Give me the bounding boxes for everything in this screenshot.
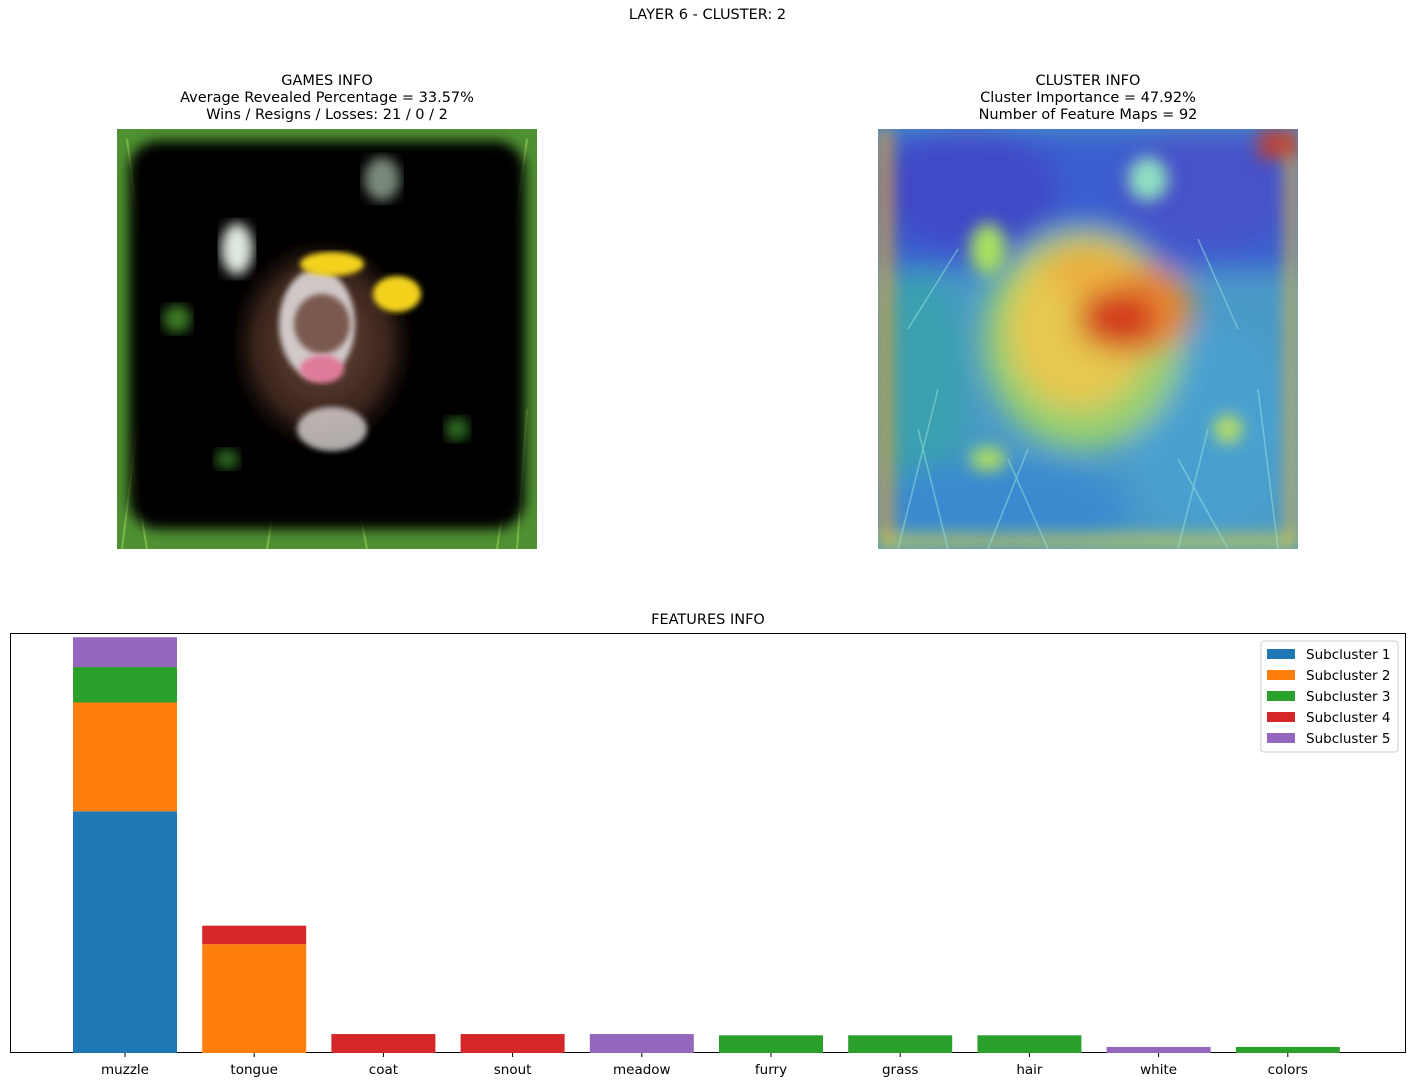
wins-resigns-losses: Wins / Resigns / Losses: 21 / 0 / 2: [206, 107, 448, 123]
x-axis-ticks: muzzle tongue coat snout meadow furry grass hai…: [101, 1053, 1308, 1078]
bar-hair-subcluster-3: [977, 1035, 1082, 1053]
legend-swatch-subcluster-3: [1267, 691, 1295, 701]
bar-coat-subcluster-4: [331, 1034, 436, 1053]
bar-muzzle-subcluster-3: [73, 667, 177, 703]
bar-meadow-subcluster-5: [589, 1034, 694, 1053]
x-tick-label-grass: grass: [882, 1062, 918, 1078]
bar-muzzle-subcluster-2: [73, 702, 177, 812]
cluster-info-heading: CLUSTER INFO: [1035, 73, 1141, 89]
x-tick-label-hair: hair: [1016, 1062, 1043, 1078]
x-tick-label-muzzle: muzzle: [101, 1062, 149, 1078]
cluster-importance: Cluster Importance = 47.92%: [980, 90, 1196, 106]
bar-furry-subcluster-3: [719, 1035, 823, 1053]
bar-group: [73, 637, 1340, 1053]
legend-label-subcluster-1: Subcluster 1: [1306, 647, 1391, 663]
legend-box: [1260, 640, 1399, 753]
bar-tongue-subcluster-2: [202, 944, 307, 1053]
x-tick-label-furry: furry: [755, 1062, 787, 1078]
plot-frame: [10, 633, 1406, 1053]
bar-muzzle-subcluster-1: [73, 811, 177, 1053]
bar-tongue-subcluster-4: [202, 925, 307, 945]
bar-grass-subcluster-3: [848, 1035, 953, 1053]
bar-muzzle-subcluster-5: [73, 637, 177, 668]
x-tick-label-white: white: [1140, 1062, 1177, 1078]
average-revealed-percentage: Average Revealed Percentage = 33.57%: [180, 90, 474, 106]
legend-label-subcluster-5: Subcluster 5: [1306, 731, 1391, 747]
features-info-title: FEATURES INFO: [651, 612, 765, 628]
bar-white-subcluster-5: [1106, 1046, 1211, 1053]
x-tick-label-coat: coat: [369, 1062, 398, 1078]
legend-label-subcluster-4: Subcluster 4: [1306, 710, 1391, 726]
figure-title: LAYER 6 - CLUSTER: 2: [628, 7, 787, 23]
legend-label-subcluster-2: Subcluster 2: [1306, 668, 1391, 684]
bar-snout-subcluster-4: [460, 1034, 565, 1053]
legend-swatch-subcluster-2: [1267, 670, 1295, 680]
masked-dog-image: [117, 129, 537, 549]
legend-swatch-subcluster-4: [1267, 712, 1295, 722]
games-info-title: GAMES INFO Average Revealed Percentage =…: [117, 73, 537, 124]
legend-swatch-subcluster-1: [1267, 649, 1295, 659]
legend-swatch-subcluster-5: [1267, 733, 1295, 743]
cluster-heatmap-image: [878, 129, 1298, 549]
cluster-info-title: CLUSTER INFO Cluster Importance = 47.92%…: [878, 73, 1298, 124]
x-tick-label-colors: colors: [1268, 1062, 1308, 1078]
legend: Subcluster 1 Subcluster 2 Subcluster 3 Subc…: [1260, 640, 1399, 753]
bar-colors-subcluster-3: [1235, 1046, 1340, 1053]
number-of-feature-maps: Number of Feature Maps = 92: [978, 107, 1198, 123]
x-tick-label-meadow: meadow: [613, 1062, 671, 1078]
legend-label-subcluster-3: Subcluster 3: [1306, 689, 1391, 705]
x-tick-label-snout: snout: [494, 1062, 532, 1078]
games-info-heading: GAMES INFO: [281, 73, 373, 89]
x-tick-label-tongue: tongue: [230, 1062, 278, 1078]
